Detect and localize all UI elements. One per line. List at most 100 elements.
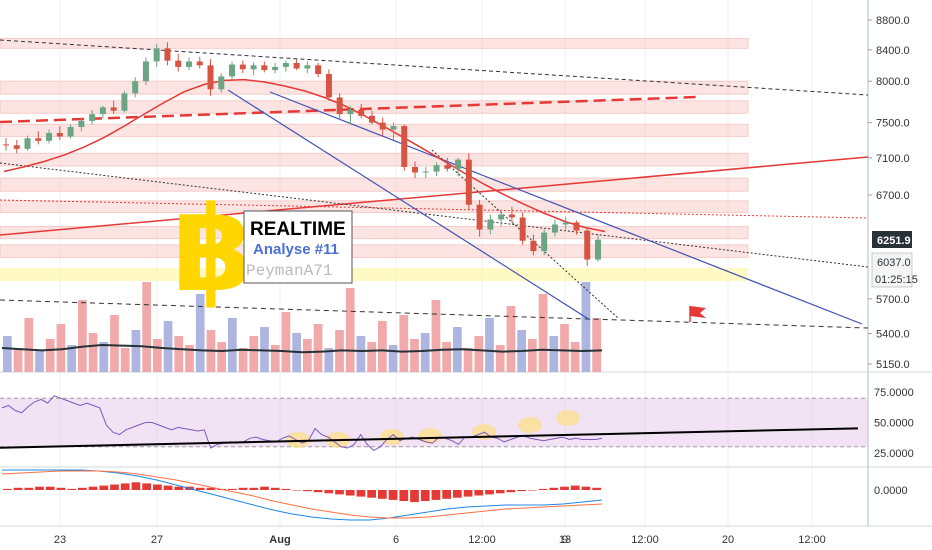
candle-body bbox=[110, 107, 117, 111]
macd-histogram-bar bbox=[249, 487, 259, 490]
time-tick-label: 27 bbox=[151, 534, 163, 546]
time-tick-label: 12:00 bbox=[798, 534, 826, 546]
macd-pane bbox=[1, 469, 603, 521]
volume-bar bbox=[185, 345, 194, 372]
candle-body bbox=[433, 165, 440, 172]
candle-body bbox=[325, 74, 332, 98]
candle-body bbox=[455, 159, 462, 169]
volume-bar bbox=[431, 300, 441, 372]
rsi-trendline bbox=[0, 427, 859, 449]
macd-histogram-bar bbox=[549, 487, 559, 490]
volume-bar bbox=[99, 342, 109, 372]
volume-bar bbox=[249, 336, 259, 372]
price-tick-label: 7500.0 bbox=[876, 118, 910, 130]
volume-bar bbox=[110, 315, 119, 372]
time-tick-label: 20 bbox=[722, 534, 734, 546]
candle-body bbox=[272, 66, 279, 71]
time-tick-label: 12:00 bbox=[631, 534, 659, 546]
candle-body bbox=[218, 76, 225, 90]
volume-bar bbox=[45, 339, 55, 372]
macd-histogram-bar bbox=[485, 490, 494, 495]
macd-histogram-bar bbox=[260, 486, 269, 490]
candle-body bbox=[35, 138, 42, 141]
candle-body bbox=[315, 65, 322, 75]
annotation-author: PeymanA71 bbox=[246, 262, 332, 280]
macd-histogram-bar bbox=[538, 488, 548, 490]
candle-body bbox=[121, 93, 128, 111]
time-tick-label: 13 bbox=[559, 534, 571, 546]
macd-histogram-bar bbox=[410, 490, 419, 503]
macd-histogram-bar bbox=[88, 486, 98, 490]
volume-bar bbox=[67, 345, 76, 372]
volume-bar bbox=[217, 342, 226, 372]
volume-ma-line bbox=[1, 343, 603, 354]
candle-body bbox=[153, 48, 160, 62]
trendline bbox=[269, 91, 863, 325]
macd-histogram-bar bbox=[388, 490, 398, 500]
volume-bar bbox=[463, 348, 473, 372]
trend-lines bbox=[0, 39, 869, 329]
resistance-zone bbox=[0, 123, 749, 137]
macd-histogram-bar bbox=[281, 488, 291, 490]
macd-histogram-bar bbox=[3, 488, 12, 490]
volume-bar bbox=[560, 324, 569, 372]
candle-body bbox=[347, 109, 354, 115]
macd-histogram-bar bbox=[431, 490, 441, 500]
candle-body bbox=[293, 62, 300, 69]
volume-bar bbox=[228, 318, 237, 372]
time-axis[interactable]: 23 27 Aug 6 12:00 913 12:00 20 12:00 bbox=[54, 534, 826, 546]
time-tick-label: 12:00 bbox=[468, 534, 496, 546]
volume-bar bbox=[474, 336, 484, 372]
bitcoin-logo: ฿ bbox=[172, 180, 254, 318]
volume-bar bbox=[420, 333, 430, 372]
volume-bar bbox=[324, 348, 334, 372]
price-tick-label: 6700.0 bbox=[876, 190, 910, 202]
current-price-tag: 6251.9 bbox=[872, 231, 912, 248]
volume-bar bbox=[78, 300, 87, 372]
macd-histogram-bar bbox=[270, 487, 280, 490]
resistance-zone bbox=[0, 38, 749, 49]
candle-body bbox=[282, 62, 289, 67]
volume-bar bbox=[88, 333, 98, 372]
trendline bbox=[0, 95, 698, 124]
macd-histogram-bar bbox=[453, 490, 462, 498]
secondary-price-tag: 6037.0 01:25:15 bbox=[871, 252, 918, 288]
candle-body bbox=[465, 159, 472, 205]
current-price-label: 6251.9 bbox=[877, 235, 911, 247]
macd-histogram-bar bbox=[120, 483, 130, 490]
macd-tick-label: 0.0000 bbox=[874, 485, 908, 497]
volume-bar bbox=[131, 330, 141, 372]
resistance-zone bbox=[0, 177, 749, 192]
macd-histogram-bar bbox=[356, 490, 366, 497]
moving-average bbox=[3, 78, 606, 233]
candle-body bbox=[229, 64, 236, 77]
candle-body bbox=[250, 65, 257, 70]
candle-body bbox=[196, 61, 203, 66]
support-zone bbox=[0, 268, 748, 282]
candle-body bbox=[498, 214, 505, 220]
flag-icon[interactable] bbox=[689, 306, 706, 322]
price-tick-label: 5150.0 bbox=[876, 359, 910, 371]
macd-histogram-bar bbox=[206, 487, 216, 490]
macd-histogram-bar bbox=[78, 487, 87, 490]
time-tick-label: Aug bbox=[269, 534, 290, 546]
macd-histogram-bar bbox=[153, 484, 162, 490]
volume-bar bbox=[13, 348, 23, 372]
rsi-pane bbox=[0, 395, 868, 452]
macd-histogram-bar bbox=[228, 488, 237, 490]
candle-body bbox=[261, 65, 268, 71]
candle-body bbox=[56, 132, 63, 137]
volume-bar bbox=[163, 321, 173, 372]
volume-bar bbox=[367, 342, 376, 372]
candle-body bbox=[99, 107, 106, 115]
resistance-zones bbox=[0, 38, 749, 282]
time-tick-label: 6 bbox=[393, 534, 399, 546]
price-axis[interactable]: 8800.0 8400.0 8000.0 7500.0 7100.0 6700.0 5700… bbox=[868, 15, 914, 497]
candle-body bbox=[24, 138, 31, 149]
macd-histogram-bar bbox=[67, 488, 76, 490]
candle-body bbox=[412, 166, 419, 173]
macd-histogram-bar bbox=[174, 486, 184, 490]
volume-bar bbox=[35, 351, 44, 372]
volume-bar bbox=[3, 336, 12, 372]
